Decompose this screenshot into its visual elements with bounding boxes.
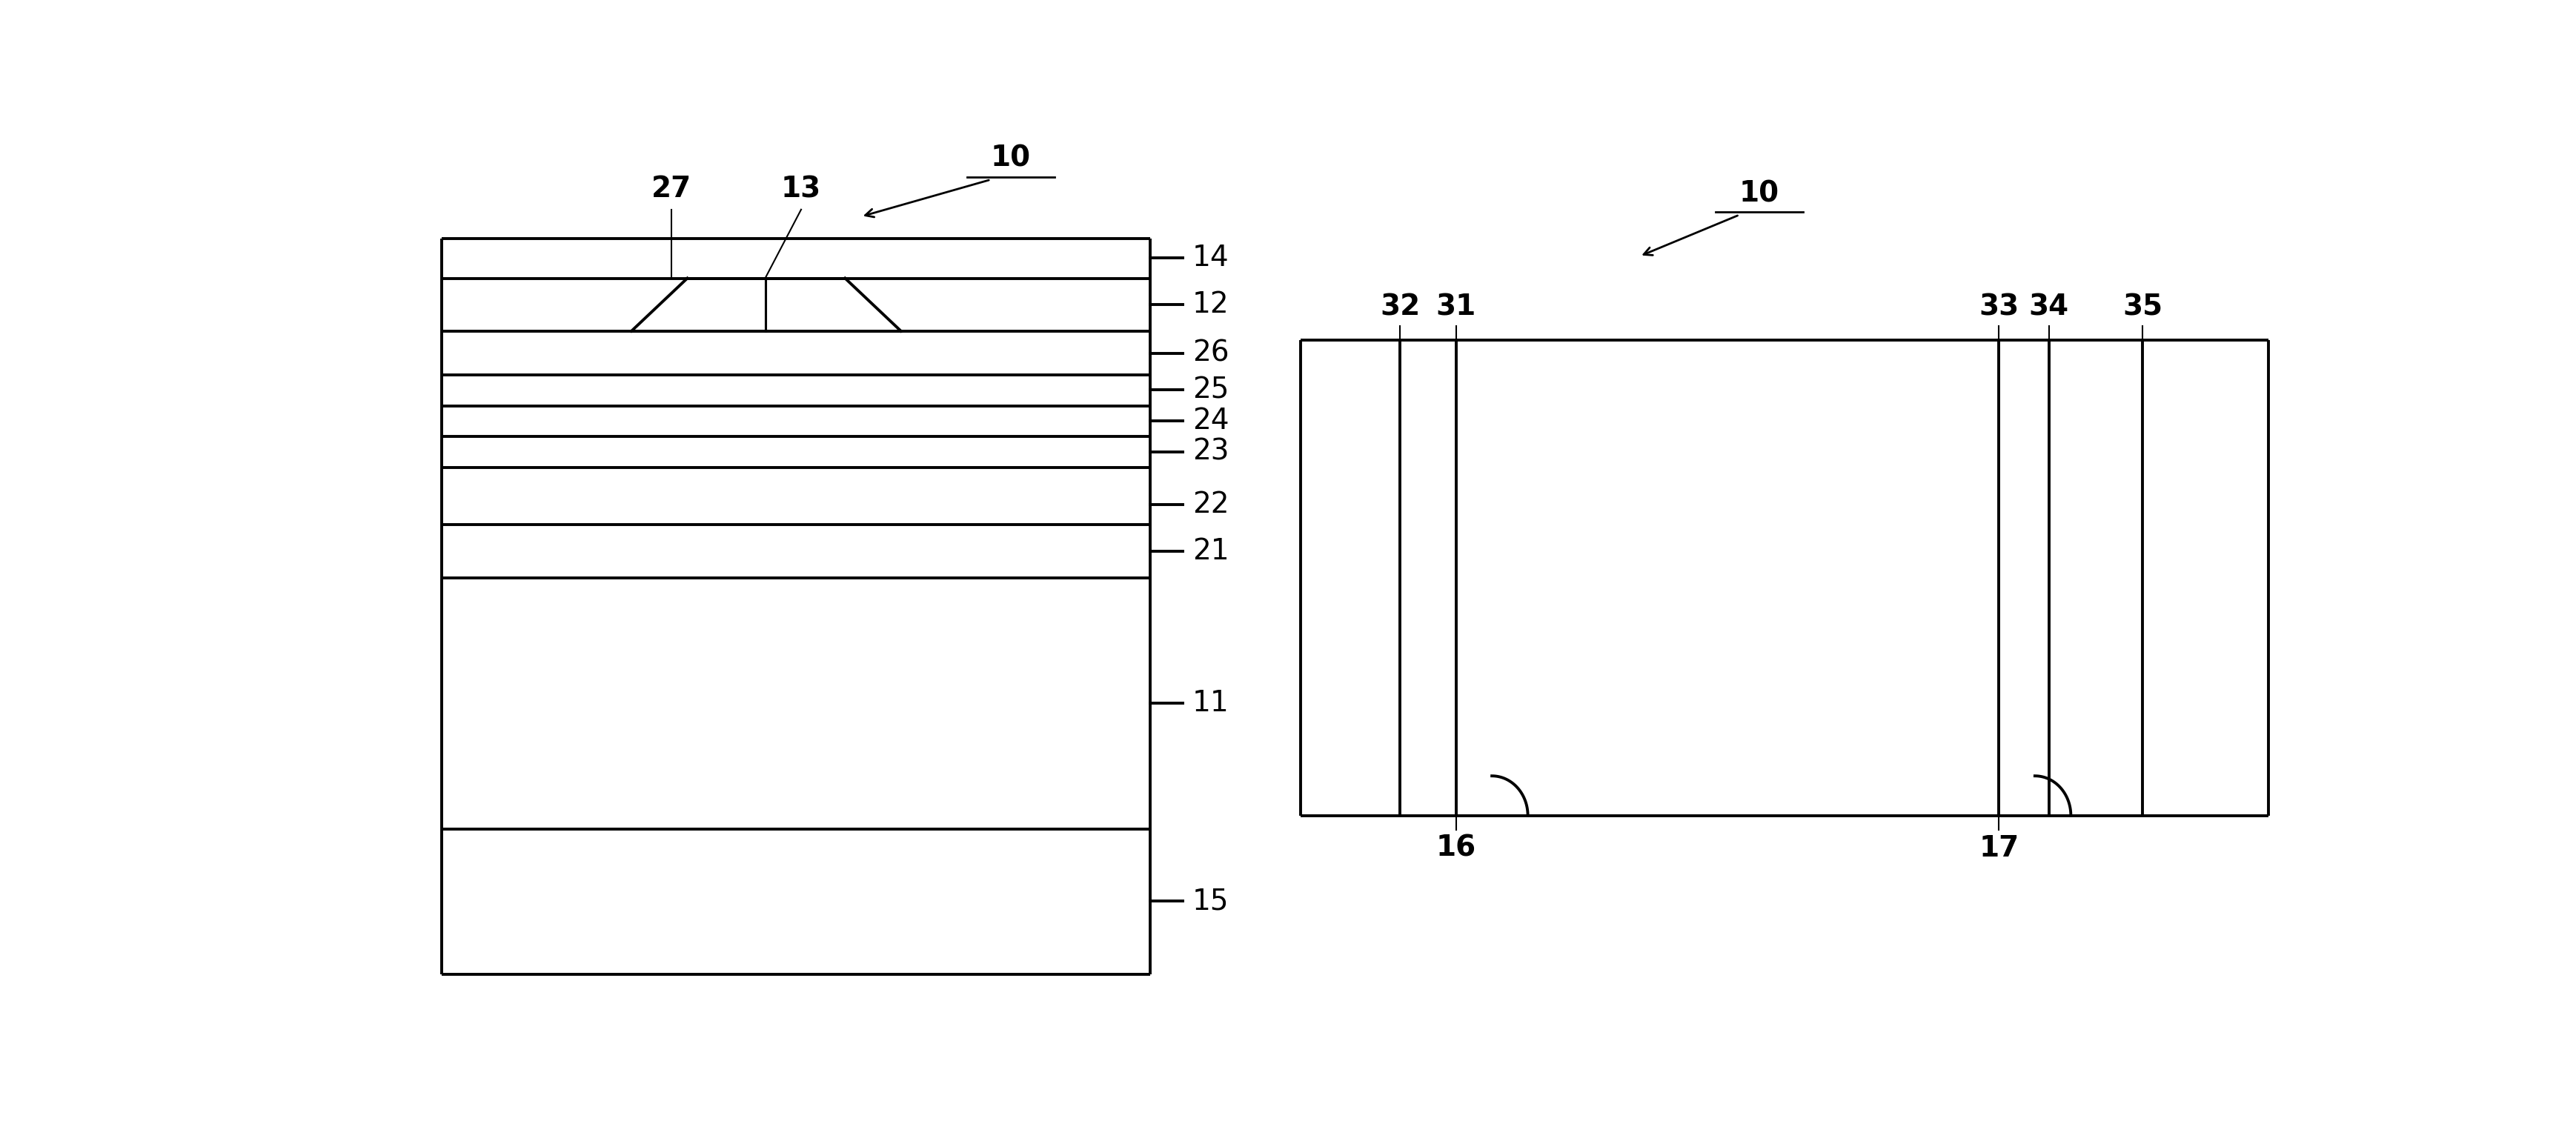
Text: 32: 32 (1381, 293, 1419, 321)
Text: 10: 10 (1739, 180, 1780, 208)
Text: 24: 24 (1193, 407, 1229, 435)
Text: 25: 25 (1193, 376, 1229, 404)
Text: 13: 13 (781, 175, 822, 204)
Text: 26: 26 (1193, 339, 1229, 367)
Text: 22: 22 (1193, 491, 1229, 518)
Text: 34: 34 (2030, 293, 2069, 321)
Text: 15: 15 (1193, 887, 1229, 915)
Text: 10: 10 (992, 144, 1030, 173)
Text: 14: 14 (1193, 244, 1229, 272)
Text: 16: 16 (1435, 834, 1476, 863)
Text: 12: 12 (1193, 291, 1229, 319)
Text: 11: 11 (1193, 689, 1229, 717)
Text: 23: 23 (1193, 438, 1229, 466)
Text: 27: 27 (652, 175, 690, 204)
Text: 31: 31 (1435, 293, 1476, 321)
Text: 33: 33 (1978, 293, 2020, 321)
Text: 35: 35 (2123, 293, 2164, 321)
Text: 21: 21 (1193, 538, 1229, 565)
Text: 17: 17 (1978, 834, 2020, 863)
